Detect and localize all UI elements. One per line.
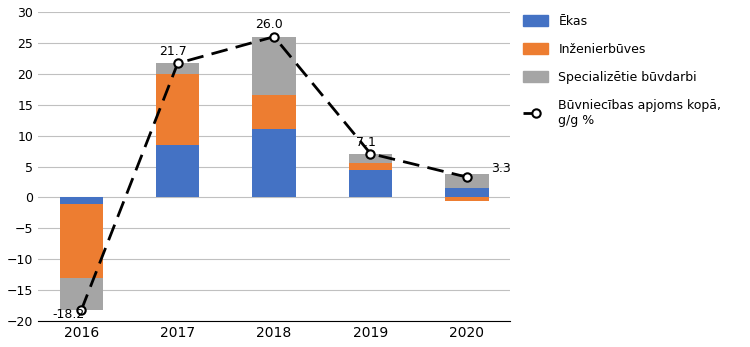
Bar xyxy=(349,170,392,197)
Bar xyxy=(156,63,200,74)
Bar xyxy=(446,197,488,201)
Bar xyxy=(349,154,392,163)
Bar xyxy=(60,278,103,310)
Text: -18.2: -18.2 xyxy=(53,308,85,321)
Bar xyxy=(156,145,200,197)
Legend: Ēkas, Inženierbūves, Specializētie būvdarbi, Būvniecības apjoms kopā,
g/g %: Ēkas, Inženierbūves, Specializētie būvda… xyxy=(521,12,724,129)
Bar xyxy=(446,188,488,197)
Bar xyxy=(253,129,296,197)
Text: 7.1: 7.1 xyxy=(356,136,376,149)
Bar xyxy=(60,204,103,278)
Bar xyxy=(60,197,103,204)
Text: 3.3: 3.3 xyxy=(490,162,511,175)
Text: 26.0: 26.0 xyxy=(256,18,284,31)
Bar xyxy=(253,37,296,95)
Bar xyxy=(156,74,200,145)
Bar xyxy=(349,163,392,170)
Bar xyxy=(446,174,488,188)
Bar xyxy=(253,95,296,129)
Text: 21.7: 21.7 xyxy=(159,45,187,58)
